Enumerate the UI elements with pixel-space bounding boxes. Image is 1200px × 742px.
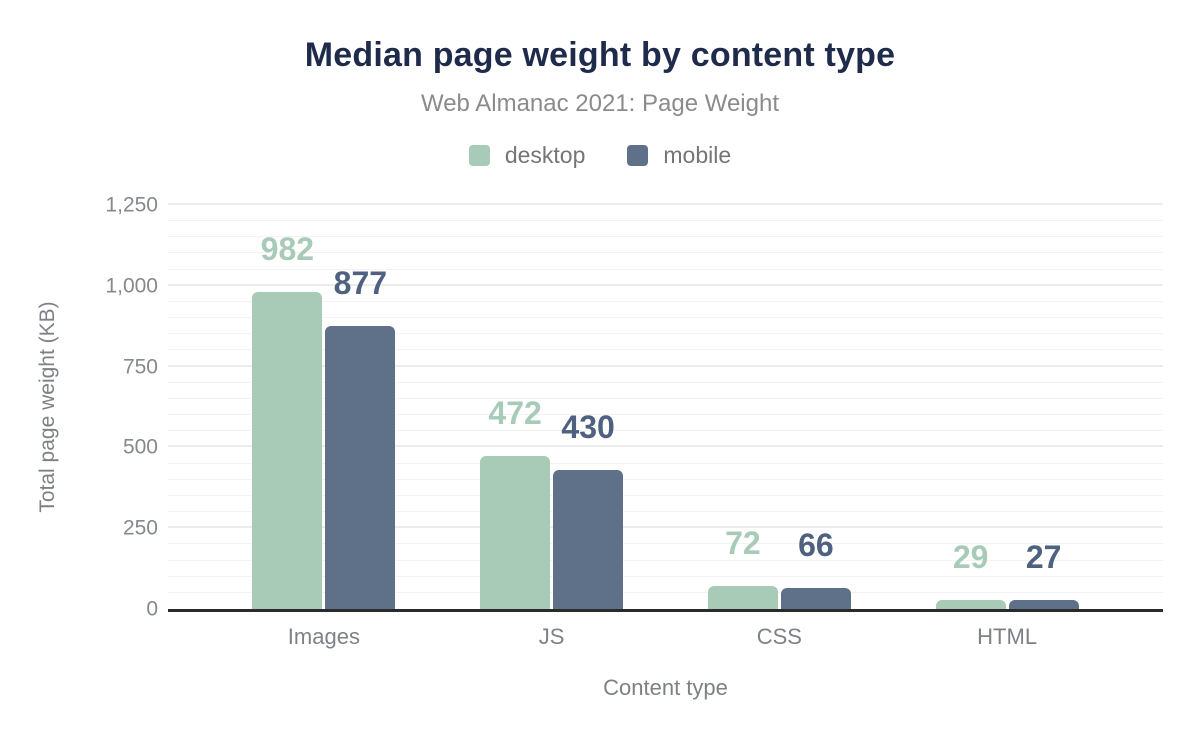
bar-desktop-js[interactable] (480, 456, 551, 609)
minor-gridline (168, 575, 1163, 577)
minor-gridline (168, 511, 1163, 513)
minor-gridline (168, 381, 1163, 383)
minor-gridline (168, 414, 1163, 416)
plot-area: Total page weight (KB) Content type 0 250… (36, 195, 1163, 700)
y-tick-label: 1,000 (105, 274, 158, 298)
value-label-desktop-html: 29 (952, 538, 989, 575)
bar-desktop-images[interactable] (252, 291, 323, 609)
value-label-mobile-html: 27 (1025, 539, 1062, 576)
y-tick-label: 250 (122, 516, 158, 540)
x-axis-label-js: JS (538, 624, 565, 649)
value-label-mobile-images: 877 (333, 264, 388, 301)
legend: desktop mobile (0, 142, 1200, 169)
x-axis-title: Content type (603, 675, 728, 700)
y-tick-label: 0 (146, 597, 158, 621)
legend-label-mobile: mobile (663, 142, 732, 168)
minor-gridline (168, 559, 1163, 561)
minor-gridline (168, 543, 1163, 545)
minor-gridline (168, 300, 1163, 302)
bar-desktop-css[interactable] (707, 585, 778, 609)
bar-mobile-js[interactable] (553, 470, 624, 609)
x-axis-label-html: HTML (977, 624, 1038, 649)
chart-subtitle: Web Almanac 2021: Page Weight (420, 90, 779, 117)
x-axis-label-images: Images (287, 624, 360, 649)
minor-gridline (168, 591, 1163, 593)
minor-gridline (168, 220, 1163, 222)
value-label-desktop-js: 472 (488, 395, 542, 432)
y-tick-label: 750 (122, 355, 158, 379)
minor-gridline (168, 236, 1163, 238)
chart-header: Median page weight by content type Web A… (0, 0, 1200, 169)
minor-gridline (168, 317, 1163, 319)
legend-swatch-mobile (627, 145, 649, 166)
value-label-desktop-images: 982 (260, 230, 315, 267)
major-gridline (168, 445, 1163, 448)
legend-item-mobile[interactable]: mobile (627, 142, 731, 169)
major-gridline (168, 283, 1163, 286)
major-gridline (168, 203, 1163, 205)
major-gridline (168, 526, 1163, 529)
bar-mobile-html[interactable] (1008, 600, 1079, 609)
bar-desktop-html[interactable] (935, 599, 1006, 609)
value-label-desktop-css: 72 (725, 524, 761, 561)
minor-gridline (168, 430, 1163, 432)
minor-gridline (168, 397, 1163, 399)
minor-gridline (168, 333, 1163, 335)
minor-gridline (168, 478, 1163, 480)
value-label-mobile-css: 66 (798, 526, 834, 563)
legend-swatch-desktop (468, 145, 490, 166)
bar-mobile-images[interactable] (325, 325, 396, 609)
y-tick-label: 500 (122, 435, 158, 459)
legend-label-desktop: desktop (504, 142, 586, 168)
y-tick-label: 1,250 (105, 193, 158, 217)
major-gridline (168, 364, 1163, 367)
y-axis-title: Total page weight (KB) (36, 301, 59, 513)
value-label-mobile-js: 430 (561, 409, 615, 446)
legend-item-desktop[interactable]: desktop (468, 142, 586, 169)
minor-gridline (168, 268, 1163, 270)
minor-gridline (168, 349, 1163, 351)
minor-gridline (168, 494, 1163, 496)
bar-mobile-css[interactable] (780, 587, 851, 609)
minor-gridline (168, 462, 1163, 464)
minor-gridline (168, 252, 1163, 254)
chart-title: Median page weight by content type (304, 36, 896, 74)
x-axis-label-css: CSS (756, 624, 802, 649)
